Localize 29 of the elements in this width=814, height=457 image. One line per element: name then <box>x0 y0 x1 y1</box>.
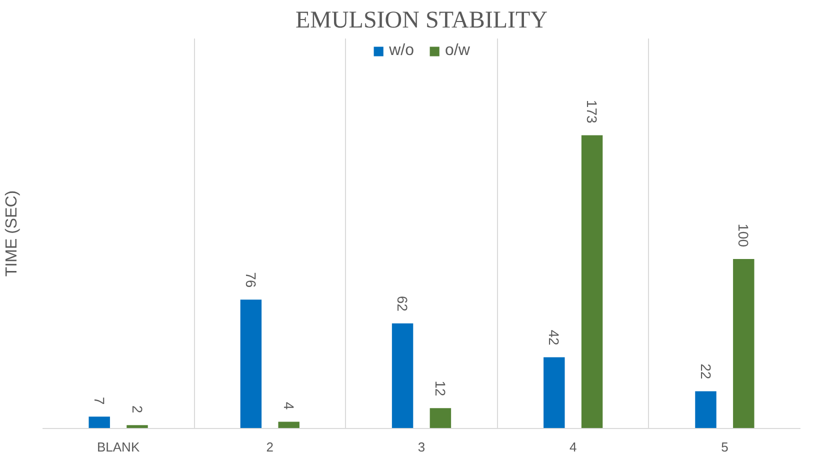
chart-title: EMULSION STABILITY <box>295 8 548 34</box>
data-label: 4 <box>280 402 297 410</box>
bar <box>581 135 603 428</box>
bar <box>240 300 262 428</box>
x-tick-label: BLANK <box>96 440 140 454</box>
data-label: 22 <box>698 364 714 380</box>
legend-label: o/w <box>445 42 470 60</box>
data-label: 42 <box>546 330 562 346</box>
legend-label: w/o <box>389 42 414 60</box>
bar <box>695 391 716 428</box>
bar <box>392 323 414 428</box>
data-label: 12 <box>432 380 448 396</box>
x-tick-label: 2 <box>266 440 274 454</box>
y-axis-title: TIME (SEC) <box>3 190 20 277</box>
bar <box>88 416 110 428</box>
bar <box>544 357 565 428</box>
x-tick-label: 3 <box>418 440 426 454</box>
data-label: 7 <box>91 396 108 405</box>
data-label: 76 <box>242 272 259 288</box>
bar <box>278 422 300 428</box>
bar <box>126 425 148 428</box>
data-label: 62 <box>394 296 411 312</box>
bar <box>430 408 452 428</box>
bar <box>733 259 754 428</box>
x-tick-label: 5 <box>721 440 728 454</box>
x-tick-label: 4 <box>569 440 577 454</box>
data-label: 173 <box>584 100 600 124</box>
data-label: 2 <box>129 405 146 414</box>
data-label: 100 <box>736 224 752 248</box>
